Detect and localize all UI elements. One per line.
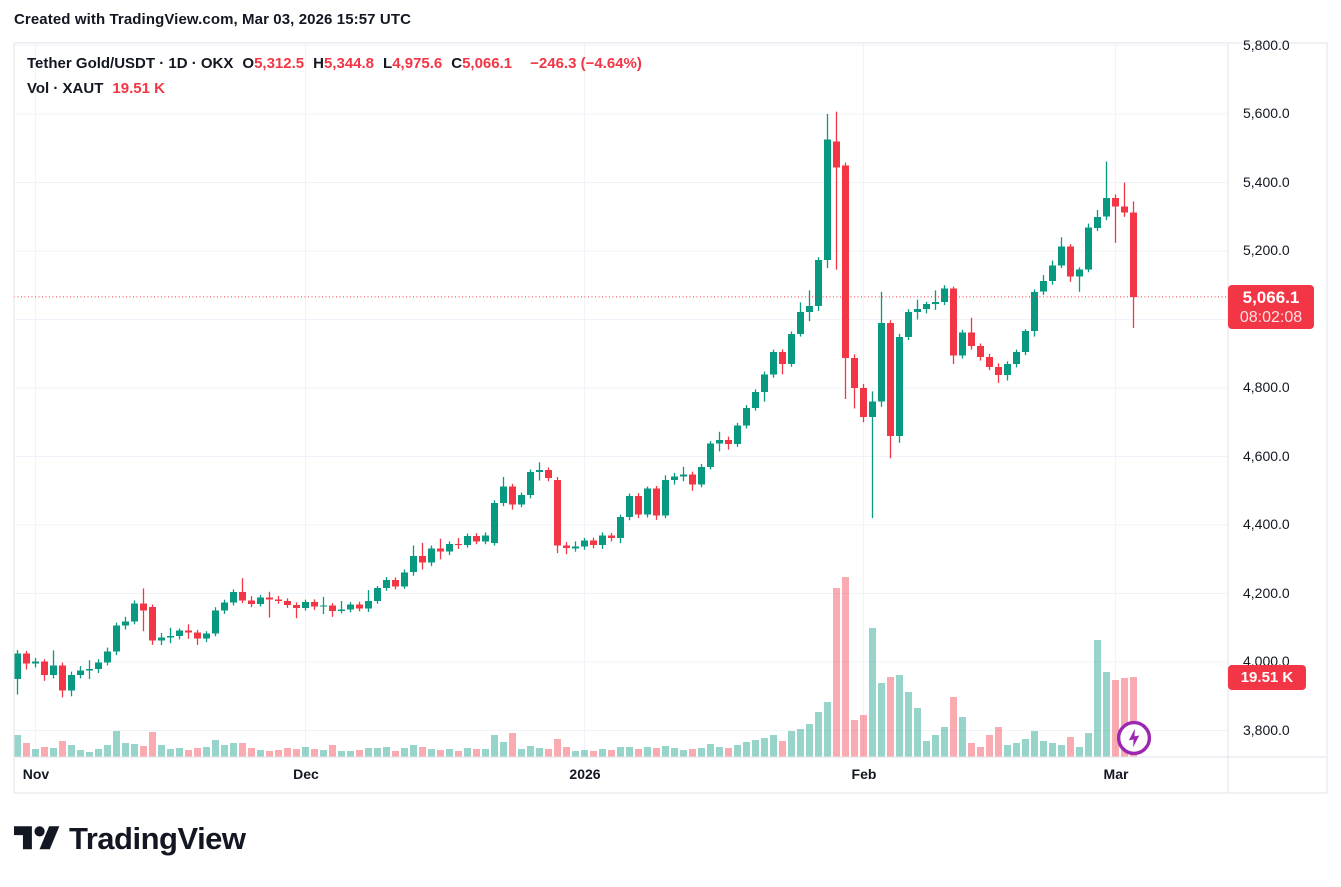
ohlc-value: 4,975.6: [392, 55, 443, 72]
time-tick-label: Dec: [293, 766, 319, 782]
price-tick-label: 4,800.0: [1243, 379, 1290, 395]
price-tick-label: 5,800.0: [1243, 37, 1290, 53]
ohlc-key: C: [451, 55, 463, 72]
time-tick-label: Nov: [22, 766, 50, 782]
price-tick-label: 4,400.0: [1243, 516, 1290, 532]
price-tick-label: 4,600.0: [1243, 448, 1290, 464]
chart-container: Tether Gold/USDT · 1D · OKX O5,312.5 H5,34…: [13, 37, 1328, 794]
price-tick-label: 5,400.0: [1243, 174, 1290, 190]
ohlc-key: O: [242, 55, 255, 72]
tradingview-logo-icon: [14, 826, 60, 850]
legend-volume-label: Vol · XAUT: [27, 80, 104, 97]
legend-symbol: Tether Gold/USDT · 1D · OKX: [27, 55, 234, 72]
price-tick-label: 4,200.0: [1243, 585, 1290, 601]
ohlc-key: H: [313, 55, 324, 72]
countdown-timer: 08:02:08: [1239, 308, 1303, 326]
footer-logo[interactable]: TradingView: [14, 821, 246, 857]
ohlc-value: 5,344.8: [323, 55, 375, 72]
legend-volume-row: Vol · XAUT 19.51 K: [27, 76, 642, 101]
ohlc-value: 5,066.1: [462, 55, 513, 72]
legend-volume-value: 19.51 K: [112, 80, 165, 97]
price-tick-label: 5,600.0: [1243, 105, 1290, 121]
price-tick-label: 3,800.0: [1243, 722, 1290, 738]
price-tick-label: 5,200.0: [1243, 242, 1290, 258]
volume-badge: 19.51 K: [1228, 665, 1306, 690]
last-price-badge: 5,066.1 08:02:08: [1228, 284, 1314, 329]
legend-change: −246.3 (−4.64%): [530, 55, 642, 72]
last-price: 5,066.1: [1242, 287, 1300, 307]
legend-ohlc: O5,312.5 H5,344.8 L4,975.6 C5,066.1: [242, 55, 521, 72]
candlestick-chart: [13, 42, 1328, 794]
legend-symbol-row: Tether Gold/USDT · 1D · OKX O5,312.5 H5,34…: [27, 51, 642, 76]
credit-text: Created with TradingView.com, Mar 03, 20…: [14, 11, 412, 28]
time-tick-label: 2026: [569, 766, 601, 782]
tradingview-logo-text: TradingView: [69, 821, 246, 856]
ohlc-key: L: [383, 55, 393, 72]
ohlc-value: 5,312.5: [254, 55, 305, 72]
lightning-icon: [1115, 719, 1153, 762]
time-tick-label: Feb: [851, 766, 877, 782]
time-tick-label: Mar: [1103, 766, 1129, 782]
chart-legend: Tether Gold/USDT · 1D · OKX O5,312.5 H5,34…: [27, 51, 642, 101]
